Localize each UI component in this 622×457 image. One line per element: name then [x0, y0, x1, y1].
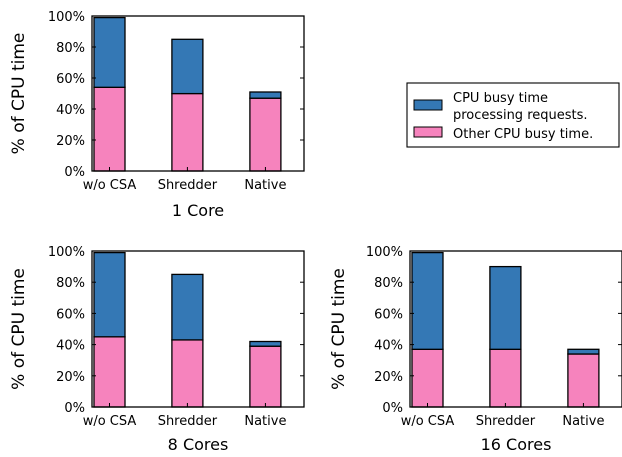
plot-frame: [91, 15, 305, 172]
y-tick-label: 80%: [56, 41, 85, 56]
legend-label: processing requests.: [453, 108, 588, 123]
bar-shredder-series-1: [489, 348, 522, 408]
bar-native-series-1: [567, 353, 600, 408]
y-tick-label: 100%: [366, 245, 403, 260]
y-tick-label: 100%: [48, 245, 85, 260]
bar-w-o-csa-series-1: [411, 348, 444, 408]
bar-w-o-csa-series-2: [411, 251, 444, 350]
bar-native-series-1: [249, 97, 282, 172]
y-tick-label: 40%: [56, 103, 85, 118]
y-tick-label: 60%: [374, 307, 403, 322]
bar-shredder-series-2: [171, 273, 204, 341]
x-tick-label: Native: [244, 414, 286, 429]
legend-label: Other CPU busy time.: [453, 127, 593, 142]
bar-w-o-csa-series-2: [93, 251, 126, 338]
legend-swatch-1: [413, 99, 443, 111]
bar-shredder-series-2: [489, 265, 522, 350]
subplot-title: 1 Core: [172, 201, 224, 220]
y-axis-label: % of CPU time: [9, 33, 29, 155]
x-tick-label: Native: [244, 178, 286, 193]
x-tick-label: w/o CSA: [83, 414, 137, 429]
x-tick-label: w/o CSA: [401, 414, 455, 429]
y-axis-label: % of CPU time: [329, 268, 349, 390]
subplot-title: 8 Cores: [168, 435, 229, 454]
bar-shredder-series-1: [171, 339, 204, 408]
plot-frame: [409, 250, 622, 408]
x-tick-label: w/o CSA: [83, 178, 137, 193]
subplot-3: w/o CSA Shredder Native 0% 20% 40% 60% 80% 100%%…: [329, 245, 622, 454]
y-tick-label: 0%: [382, 401, 403, 416]
y-tick-label: 20%: [56, 370, 85, 385]
y-tick-label: 80%: [56, 276, 85, 291]
legend: CPU busy time processing requests. Other C…: [406, 82, 620, 148]
y-tick-label: 40%: [374, 339, 403, 354]
legend-swatch-2: [413, 126, 443, 138]
bar-native-series-2: [567, 348, 600, 355]
x-tick-label: Native: [562, 414, 604, 429]
y-tick-label: 0%: [64, 401, 85, 416]
bar-native-series-1: [249, 345, 282, 408]
y-tick-label: 80%: [374, 276, 403, 291]
y-tick-label: 100%: [48, 10, 85, 25]
bar-w-o-csa-series-2: [93, 16, 126, 88]
x-tick-label: Shredder: [476, 414, 536, 429]
plot-frame: [91, 250, 305, 408]
bar-shredder-series-1: [171, 92, 204, 172]
bar-w-o-csa-series-1: [93, 336, 126, 408]
y-tick-label: 60%: [56, 307, 85, 322]
bar-native-series-2: [249, 340, 282, 347]
y-tick-label: 60%: [56, 72, 85, 87]
bar-native-series-2: [249, 91, 282, 99]
y-axis-label: % of CPU time: [9, 268, 29, 390]
y-tick-label: 0%: [64, 165, 85, 180]
x-tick-label: Shredder: [158, 178, 218, 193]
bar-w-o-csa-series-1: [93, 86, 126, 172]
subplot-1: w/o CSA Shredder Native 0% 20% 40% 60% 80% 100%%…: [9, 10, 305, 220]
legend-label: CPU busy time: [453, 91, 548, 106]
y-tick-label: 20%: [374, 370, 403, 385]
subplot-2: w/o CSA Shredder Native 0% 20% 40% 60% 80% 100%%…: [9, 245, 305, 454]
subplot-title: 16 Cores: [481, 435, 552, 454]
y-tick-label: 20%: [56, 134, 85, 149]
y-tick-label: 40%: [56, 339, 85, 354]
bar-shredder-series-2: [171, 38, 204, 95]
x-tick-label: Shredder: [158, 414, 218, 429]
